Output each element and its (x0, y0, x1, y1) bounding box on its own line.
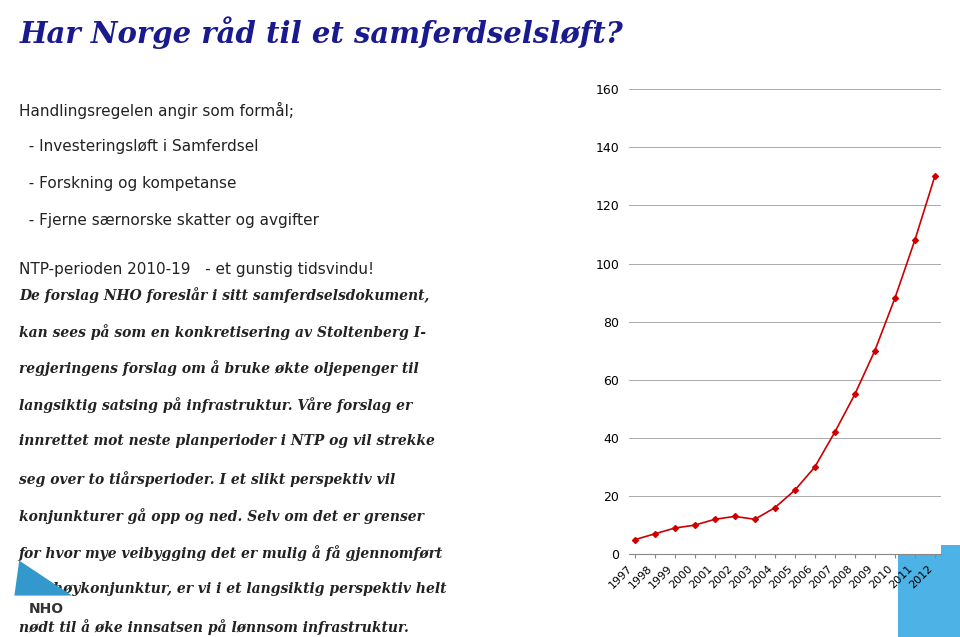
Text: for hvor mye veibygging det er mulig å få gjennomført: for hvor mye veibygging det er mulig å f… (19, 545, 444, 561)
Text: - Fjerne særnorske skatter og avgifter: - Fjerne særnorske skatter og avgifter (19, 213, 319, 228)
Text: kan sees på som en konkretisering av Stoltenberg I-: kan sees på som en konkretisering av Sto… (19, 324, 426, 340)
Text: regjeringens forslag om å bruke økte oljepenger til: regjeringens forslag om å bruke økte olj… (19, 361, 419, 376)
Text: nødt til å øke innsatsen på lønnsom infrastruktur.: nødt til å øke innsatsen på lønnsom infr… (19, 619, 409, 635)
Text: konjunkturer gå opp og ned. Selv om det er grenser: konjunkturer gå opp og ned. Selv om det … (19, 508, 424, 524)
Text: De forslag NHO foreslår i sitt samferdselsdokument,: De forslag NHO foreslår i sitt samferdse… (19, 287, 429, 303)
Text: innrettet mot neste planperioder i NTP og vil strekke: innrettet mot neste planperioder i NTP o… (19, 434, 435, 448)
Text: i en høykonjunktur, er vi i et langsiktig perspektiv helt: i en høykonjunktur, er vi i et langsikti… (19, 582, 446, 596)
Text: Handlingsregelen angir som formål;: Handlingsregelen angir som formål; (19, 102, 294, 119)
Text: seg over to tiårsperioder. I et slikt perspektiv vil: seg over to tiårsperioder. I et slikt pe… (19, 471, 396, 487)
Text: NHO: NHO (29, 602, 64, 616)
Text: NTP-perioden 2010-19   - et gunstig tidsvindu!: NTP-perioden 2010-19 - et gunstig tidsvi… (19, 262, 374, 278)
Text: - Forskning og kompetanse: - Forskning og kompetanse (19, 176, 237, 191)
Text: Har Norge råd til et samferdselsløft?: Har Norge råd til et samferdselsløft? (19, 16, 623, 48)
Text: langsiktig satsing på infrastruktur. Våre forslag er: langsiktig satsing på infrastruktur. Vår… (19, 397, 413, 413)
Text: - Investeringsløft i Samferdsel: - Investeringsløft i Samferdsel (19, 139, 258, 154)
Polygon shape (14, 561, 72, 596)
